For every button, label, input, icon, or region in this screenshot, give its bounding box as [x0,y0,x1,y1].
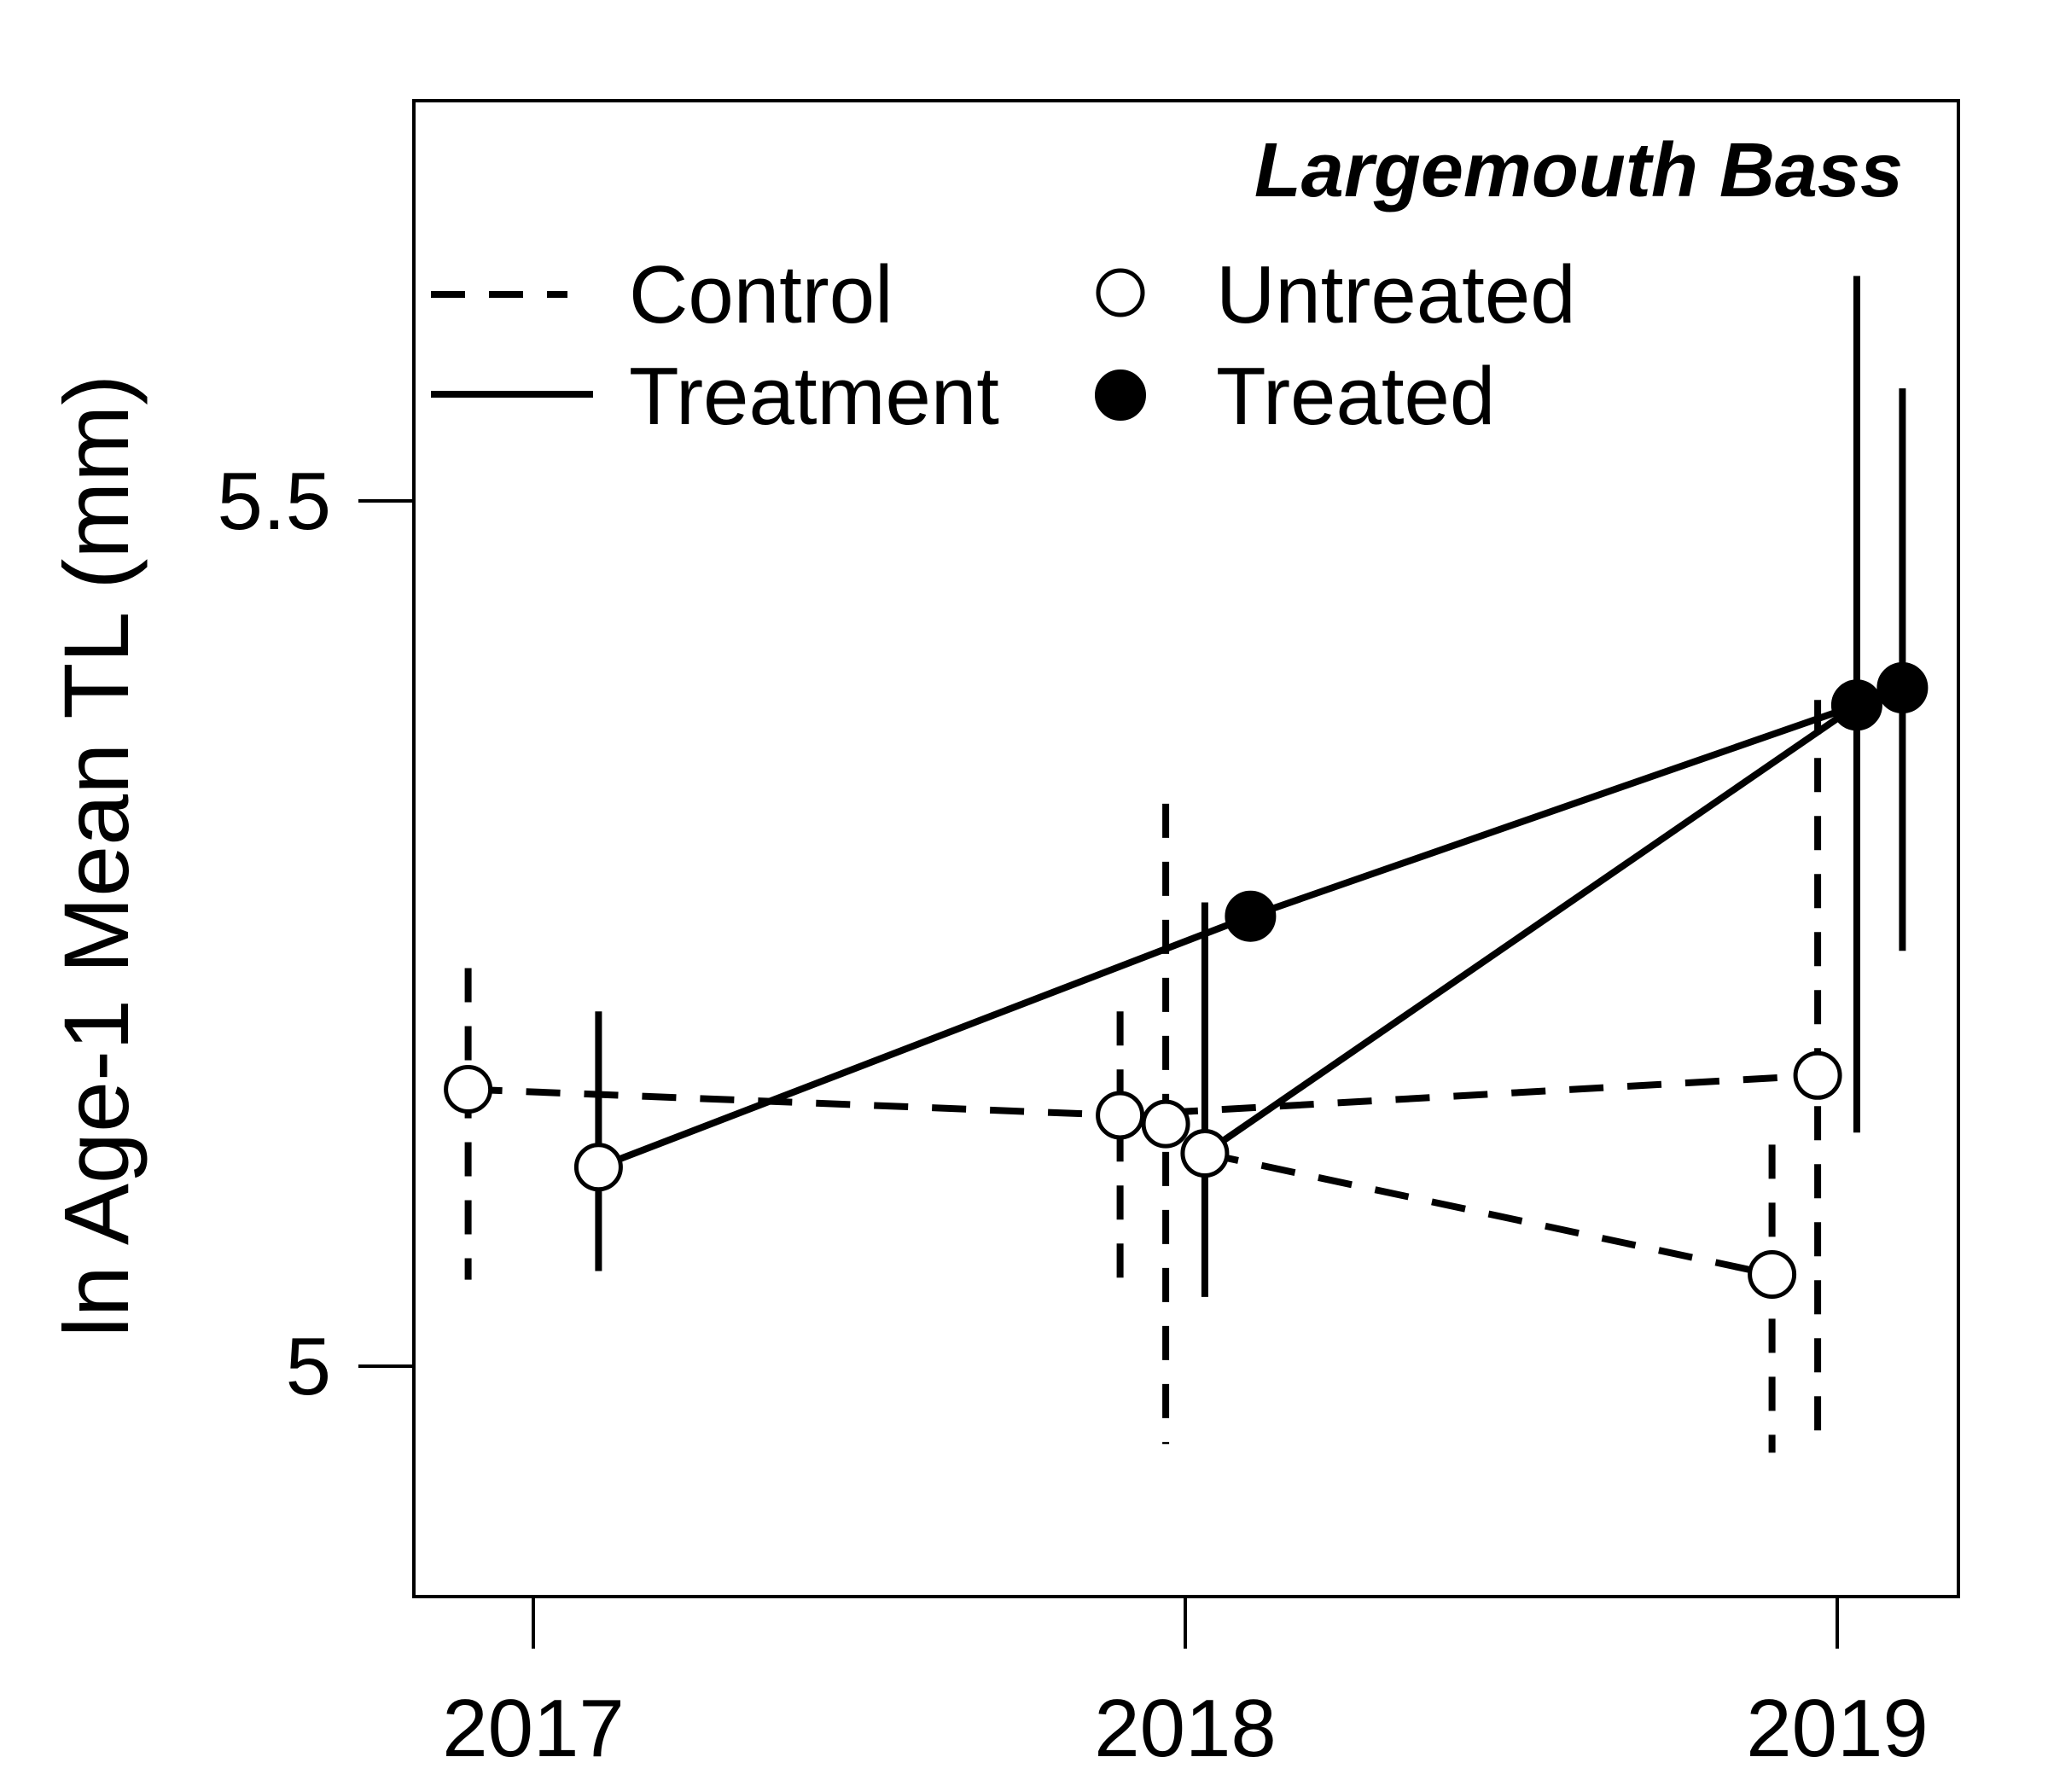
x-tick-label-2017: 2017 [442,1683,625,1774]
data-point-5 [1225,890,1277,942]
data-point-8 [1830,679,1882,731]
data-point-2 [1096,1091,1145,1140]
y-tick-label-5.5: 5.5 [218,456,331,547]
x-tick-label-2019: 2019 [1746,1683,1929,1774]
data-point-9 [1876,662,1929,714]
legend-treatment-label: Treatment [629,351,999,442]
y-tick-label-5: 5 [286,1321,331,1412]
chart-marks [444,276,1929,1453]
chart-title: Largemouth Bass [1254,128,1903,213]
x-axis: 2017 2018 2019 [442,1597,1929,1774]
legend-untreated-marker [1096,268,1145,317]
series-line-treatment-2 [596,701,1859,1171]
data-point-3 [1141,1099,1190,1149]
data-point-0 [444,1065,493,1114]
series-line-treatment-3 [1202,702,1859,1156]
legend: Control Treatment Untreated Treated [431,249,1576,442]
legend-treated-label: Treated [1216,351,1495,442]
data-point-6 [1748,1250,1797,1300]
x-tick-label-2018: 2018 [1094,1683,1277,1774]
y-axis: 5.5 5 ln Age-1 Mean TL (mm) [44,375,414,1412]
legend-untreated-label: Untreated [1216,249,1576,340]
series-line-control-1 [1204,1149,1773,1278]
data-point-1 [573,1143,623,1192]
y-axis-title: ln Age-1 Mean TL (mm) [44,375,148,1337]
data-point-4 [1180,1129,1230,1178]
legend-treated-marker [1095,369,1146,421]
data-point-7 [1793,1050,1842,1100]
legend-control-label: Control [629,249,893,340]
